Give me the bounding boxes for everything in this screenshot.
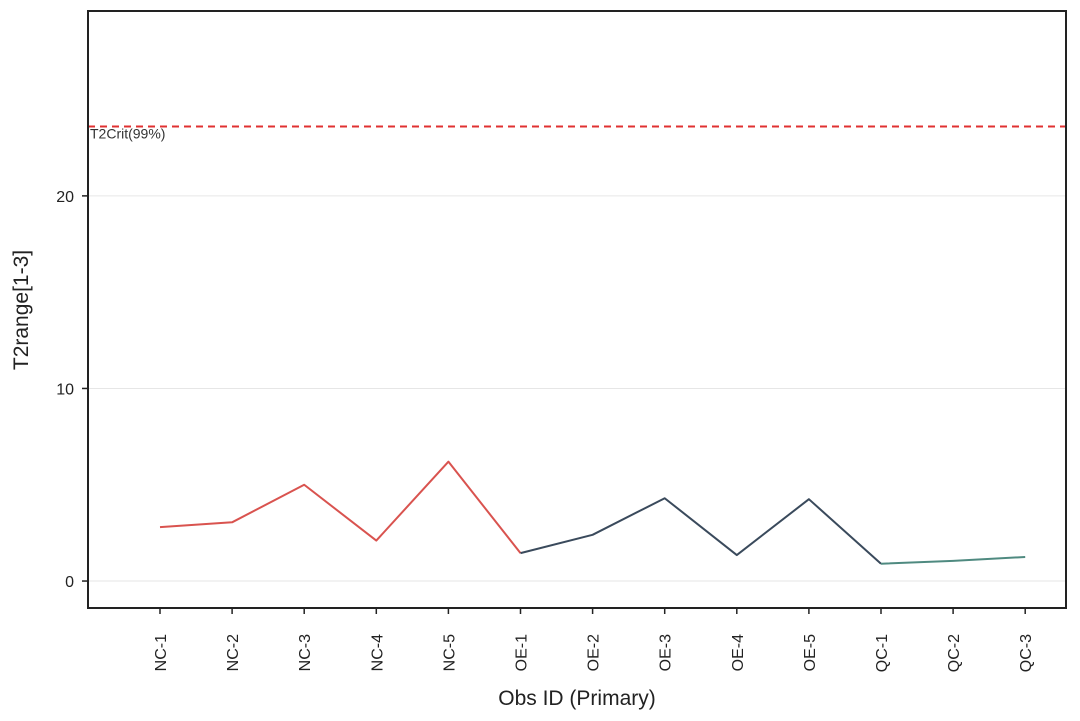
x-axis-title: Obs ID (Primary) xyxy=(498,687,656,710)
x-tick-label: NC-3 xyxy=(297,634,314,671)
series-group xyxy=(159,460,1026,565)
y-tick-label: 20 xyxy=(56,189,74,206)
plot-frame xyxy=(87,10,1067,609)
series-line-1 xyxy=(159,460,522,554)
x-tick-label: NC-1 xyxy=(153,634,170,671)
x-tick-label: QC-2 xyxy=(946,634,963,672)
x-tick-label: QC-3 xyxy=(1018,634,1035,672)
series-line-3 xyxy=(880,555,1026,565)
x-tick-label: NC-4 xyxy=(369,634,386,671)
gridlines xyxy=(88,195,1066,582)
y-axis-title: T2range[1-3] xyxy=(10,250,33,370)
x-tick-label: OE-1 xyxy=(514,634,531,671)
plot-area xyxy=(88,11,1066,608)
x-tick-label: QC-1 xyxy=(874,634,891,672)
reference-line-group: T2Crit(99%) xyxy=(88,125,1066,142)
y-tick-label: 10 xyxy=(56,381,74,398)
x-tick-label: NC-2 xyxy=(225,634,242,671)
y-tick-label: 0 xyxy=(65,574,74,591)
x-tick-label: NC-5 xyxy=(441,634,458,671)
y-axis-ticks: 0 10 20 xyxy=(56,189,88,591)
x-tick-label: OE-5 xyxy=(802,634,819,671)
x-tick-label: OE-3 xyxy=(658,634,675,671)
series-line-2 xyxy=(520,497,882,565)
x-tick-label: OE-2 xyxy=(586,634,603,671)
reference-line-label: T2Crit(99%) xyxy=(90,126,165,142)
x-axis-ticks: NC-1 NC-2 NC-3 NC-4 NC-5 OE-1 OE-2 OE-3 OE-4 OE-5… xyxy=(153,608,1035,672)
x-tick-label: OE-4 xyxy=(730,634,747,671)
